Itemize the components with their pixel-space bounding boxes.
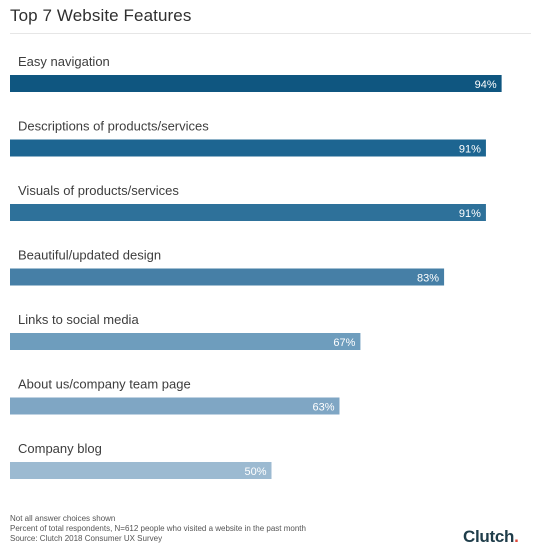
bar bbox=[10, 204, 486, 221]
category-label: Descriptions of products/services bbox=[18, 119, 209, 134]
title-divider bbox=[10, 33, 531, 34]
category-label: Visuals of products/services bbox=[18, 183, 179, 198]
value-label: 67% bbox=[333, 337, 355, 349]
chart-notes: Not all answer choices shown Percent of … bbox=[10, 514, 306, 544]
note-line: Percent of total respondents, N=612 peop… bbox=[10, 524, 306, 533]
value-label: 91% bbox=[459, 144, 481, 156]
chart-title: Top 7 Website Features bbox=[10, 6, 192, 25]
value-label: 50% bbox=[244, 466, 266, 478]
clutch-logo: Clutch. bbox=[463, 527, 519, 546]
note-line: Source: Clutch 2018 Consumer UX Survey bbox=[10, 534, 163, 543]
bar-chart: Easy navigation 94% Descriptions of produc… bbox=[10, 54, 502, 479]
logo-dot: . bbox=[514, 527, 519, 546]
bar bbox=[10, 333, 361, 350]
bar bbox=[10, 268, 445, 286]
note-line: Not all answer choices shown bbox=[10, 514, 116, 523]
category-label: Links to social media bbox=[18, 312, 139, 327]
value-label: 63% bbox=[312, 402, 334, 414]
category-label: Company blog bbox=[18, 441, 102, 456]
value-label: 94% bbox=[475, 79, 497, 91]
value-label: 83% bbox=[417, 273, 439, 285]
bar bbox=[10, 139, 486, 157]
bar bbox=[10, 397, 340, 415]
category-label: About us/company team page bbox=[18, 377, 191, 392]
bar bbox=[10, 75, 502, 92]
value-label: 91% bbox=[459, 208, 481, 220]
bar bbox=[10, 462, 272, 479]
category-label: Easy navigation bbox=[18, 54, 110, 69]
category-label: Beautiful/updated design bbox=[18, 248, 161, 263]
